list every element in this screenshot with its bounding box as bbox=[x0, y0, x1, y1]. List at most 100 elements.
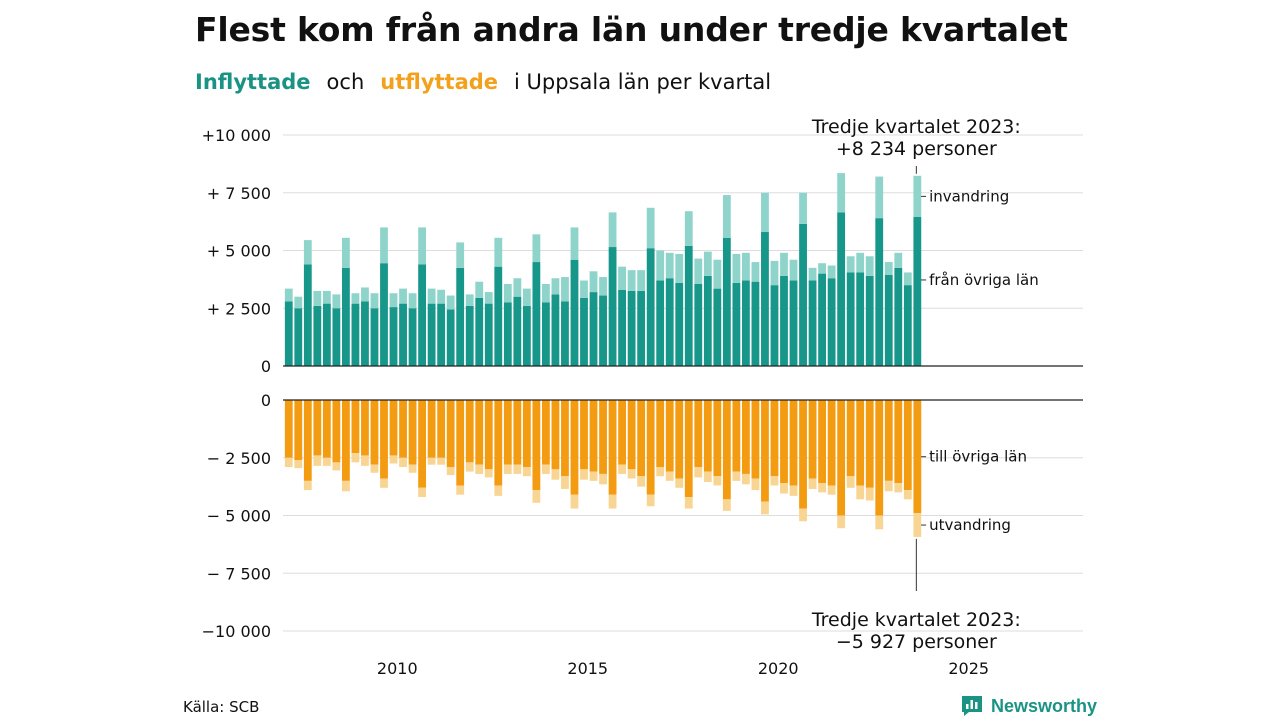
bar-in-immigration bbox=[618, 266, 626, 290]
bar-out-domestic bbox=[846, 400, 855, 477]
bar-out-emigration bbox=[722, 499, 731, 511]
bar-out-emigration bbox=[770, 476, 779, 486]
bar-in-domestic bbox=[789, 280, 798, 366]
bar-in-immigration bbox=[570, 227, 579, 260]
newsworthy-logo-icon bbox=[962, 696, 982, 716]
bar-in-domestic bbox=[713, 288, 722, 366]
y-tick-label-top: + 5 000 bbox=[207, 242, 271, 261]
bar-in-domestic bbox=[646, 248, 655, 366]
x-tick-label: 2010 bbox=[377, 659, 418, 678]
bar-out-domestic bbox=[494, 400, 503, 486]
bar-out-emigration bbox=[751, 478, 760, 491]
bar-in-immigration bbox=[370, 293, 379, 309]
bar-out-emigration bbox=[351, 453, 360, 463]
bar-in-domestic bbox=[570, 259, 579, 366]
bar-in-domestic bbox=[903, 285, 912, 366]
y-tick-label-bottom: 0 bbox=[261, 391, 271, 410]
bar-out-domestic bbox=[456, 400, 465, 486]
bar-in-domestic bbox=[656, 280, 665, 366]
bar-in-domestic bbox=[427, 303, 436, 366]
bar-out-domestic bbox=[408, 400, 417, 465]
bar-out-domestic bbox=[399, 400, 407, 458]
bar-out-domestic bbox=[894, 400, 903, 484]
bar-out-emigration bbox=[665, 471, 674, 481]
bar-in-domestic bbox=[332, 308, 341, 366]
bar-out-emigration bbox=[846, 476, 855, 488]
bar-in-domestic bbox=[827, 278, 836, 366]
bar-out-emigration bbox=[732, 471, 741, 481]
bar-out-domestic bbox=[675, 400, 684, 479]
bar-in-domestic bbox=[389, 307, 398, 366]
bar-out-domestic bbox=[484, 400, 493, 470]
bar-in-immigration bbox=[646, 207, 655, 249]
bar-in-domestic bbox=[522, 305, 531, 366]
bar-out-domestic bbox=[865, 400, 874, 488]
bar-in-domestic bbox=[694, 283, 703, 366]
bar-out-domestic bbox=[751, 400, 760, 479]
bar-out-emigration bbox=[599, 473, 607, 485]
bar-in-domestic bbox=[846, 272, 855, 366]
bar-in-immigration bbox=[742, 252, 750, 281]
bar-in-immigration bbox=[589, 271, 598, 293]
bar-in-immigration bbox=[513, 278, 522, 297]
bar-in-immigration bbox=[808, 267, 817, 281]
bar-in-domestic bbox=[580, 297, 588, 366]
bar-in-immigration bbox=[580, 280, 588, 298]
bar-out-domestic bbox=[713, 400, 722, 477]
bar-out-emigration bbox=[856, 485, 865, 500]
bar-out-domestic bbox=[761, 400, 769, 502]
bar-in-immigration bbox=[703, 251, 712, 276]
chart-subtitle: Inflyttade och utflyttade i Uppsala län per… bbox=[195, 70, 787, 94]
bar-in-immigration bbox=[418, 227, 426, 265]
label-utvandring: utvandring bbox=[929, 516, 1011, 534]
bar-out-domestic bbox=[818, 400, 826, 484]
bar-in-immigration bbox=[446, 295, 455, 310]
bar-in-domestic bbox=[503, 302, 512, 366]
bar-out-domestic bbox=[884, 400, 893, 481]
y-tick-label-top: + 2 500 bbox=[207, 299, 271, 318]
bar-out-domestic bbox=[465, 400, 474, 463]
bar-out-emigration bbox=[580, 469, 588, 480]
bar-in-immigration bbox=[437, 289, 446, 304]
bar-out-domestic bbox=[703, 400, 712, 472]
bar-in-domestic bbox=[370, 308, 379, 366]
bar-out-domestic bbox=[332, 400, 341, 463]
subtitle-and-word: och bbox=[326, 70, 365, 94]
bar-in-immigration bbox=[322, 290, 331, 304]
logo-text: Newsworthy bbox=[991, 695, 1098, 716]
bar-out-domestic bbox=[503, 400, 512, 465]
bar-in-domestic bbox=[675, 282, 684, 366]
bar-out-emigration bbox=[522, 466, 531, 477]
bar-out-emigration bbox=[503, 464, 512, 474]
bar-in-immigration bbox=[656, 250, 665, 281]
bar-out-emigration bbox=[484, 469, 493, 478]
bar-out-emigration bbox=[713, 476, 722, 486]
bar-out-domestic bbox=[656, 400, 665, 467]
bar-in-domestic bbox=[703, 275, 712, 366]
bar-in-domestic bbox=[408, 308, 417, 366]
bar-out-emigration bbox=[884, 480, 893, 492]
bar-in-immigration bbox=[837, 173, 846, 213]
newsworthy-logo: Newsworthy bbox=[960, 694, 1097, 718]
bar-in-domestic bbox=[732, 282, 741, 366]
bar-in-domestic bbox=[742, 280, 750, 366]
bar-out-emigration bbox=[389, 455, 398, 464]
bar-out-domestic bbox=[637, 400, 646, 477]
grid-lines bbox=[283, 134, 1083, 632]
bar-out-domestic bbox=[351, 400, 360, 454]
bar-in-domestic bbox=[875, 218, 884, 366]
bar-out-domestic bbox=[522, 400, 531, 467]
zero-axes bbox=[283, 365, 1083, 401]
bar-in-immigration bbox=[675, 253, 684, 283]
label-fran-ovriga-lan: från övriga län bbox=[929, 271, 1039, 289]
bar-out-domestic bbox=[294, 400, 303, 461]
bar-in-immigration bbox=[780, 252, 788, 276]
bar-in-immigration bbox=[475, 281, 484, 298]
bar-in-immigration bbox=[818, 263, 826, 274]
bar-in-immigration bbox=[284, 288, 293, 302]
bar-out-emigration bbox=[694, 466, 703, 478]
bar-in-domestic bbox=[780, 275, 788, 366]
y-tick-label-top: + 7 500 bbox=[207, 184, 271, 203]
bar-in-domestic bbox=[475, 297, 484, 366]
bar-out-emigration bbox=[494, 485, 503, 496]
